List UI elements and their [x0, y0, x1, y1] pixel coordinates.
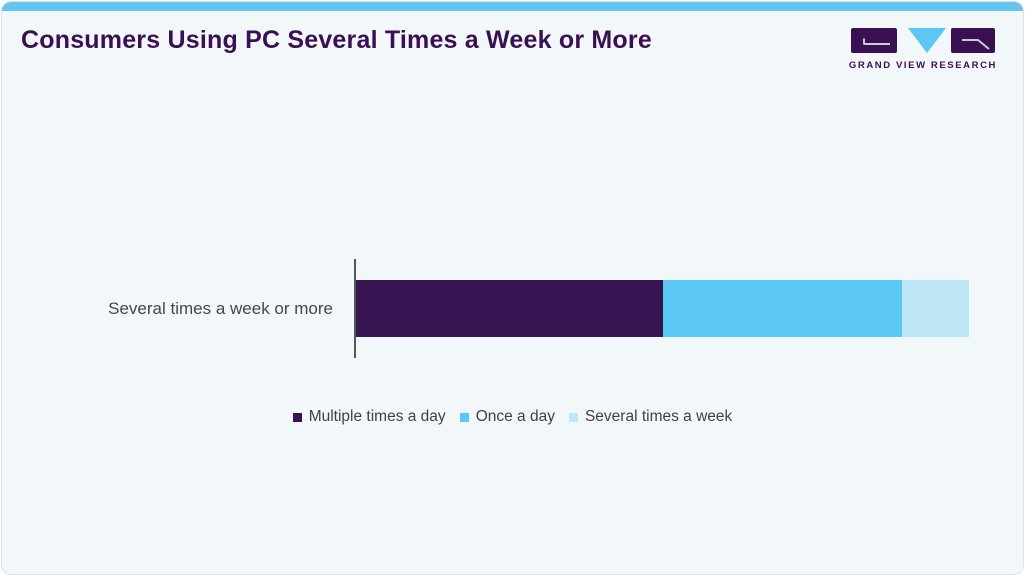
legend-label: Once a day: [475, 408, 555, 425]
y-axis-line: [354, 259, 356, 358]
gvr-logo: GRAND VIEW RESEARCH: [849, 28, 997, 71]
gvr-logo-text: GRAND VIEW RESEARCH: [848, 60, 997, 71]
legend-item-3[interactable]: Several times a week: [568, 408, 733, 426]
legend-label: Multiple times a day: [308, 408, 446, 425]
category-label: Several times a week or more: [108, 299, 333, 318]
bar-segment-3[interactable]: [901, 280, 969, 337]
bar-segment-2[interactable]: [662, 280, 902, 337]
legend: Multiple times a day Once a day Several ti…: [2, 408, 1023, 426]
gvr-logo-icon: [850, 28, 995, 53]
legend-item-2[interactable]: Once a day: [459, 408, 555, 426]
stacked-bar: [356, 280, 969, 337]
legend-item-1[interactable]: Multiple times a day: [292, 408, 446, 426]
legend-swatch-icon: [568, 412, 578, 422]
legend-label: Several times a week: [584, 408, 733, 425]
legend-swatch-icon: [292, 412, 302, 422]
accent-top-bar: [2, 2, 1023, 11]
bar-segment-1[interactable]: [356, 280, 663, 337]
legend-swatch-icon: [459, 412, 469, 422]
page-title: Consumers Using PC Several Times a Week …: [21, 26, 652, 54]
